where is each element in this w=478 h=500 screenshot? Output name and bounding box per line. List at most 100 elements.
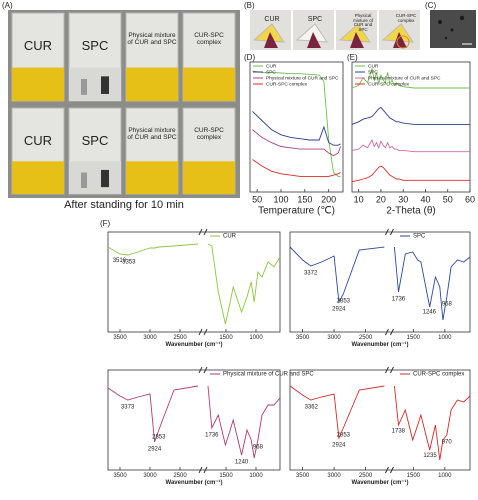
x-axis-label: Temperature (℃) [258,206,335,217]
peak-label: 3510 [113,258,127,264]
legend-label: CUR-SPC complex [413,372,464,378]
x-tick-label: 3000 [327,335,341,341]
vial-label: CUR [23,133,53,148]
sample-holder [350,32,364,48]
x-tick-label: 2500 [359,335,373,341]
series-line [107,243,281,325]
peak-label: 970 [442,440,453,446]
vial-liquid [126,161,178,194]
x-tick-label: 3500 [113,473,127,479]
x-tick-label: 40 [420,194,430,204]
legend-label: Physical mixture of CUR and SPC [368,75,441,81]
x-axis-label: Wavenumber (cm⁻¹) [352,479,409,486]
vial-label: SPC [81,38,109,53]
series-line [252,159,341,177]
panel-label: (B) [244,1,255,10]
x-tick-label: 1500 [219,473,233,479]
legend-label: CUR [223,234,237,240]
vial-label: SPC [81,133,109,148]
legend-label: SPC [266,69,276,75]
x-tick-label: 3000 [143,335,157,341]
x-tick-label: 200 [321,194,336,204]
peak-label: 1736 [392,297,406,303]
x-tick-label: 1500 [407,473,421,479]
vial-liquid [183,161,235,194]
particle [459,15,465,21]
peak-label: 2924 [332,443,346,449]
x-tick-label: 2500 [173,473,187,479]
peak-label: 1738 [392,428,406,434]
particle [444,36,448,40]
vial-label: CUR-SPC complex [194,32,224,46]
x-axis-label: 2-Theta (θ) [386,206,435,217]
stir-bar [101,76,109,94]
series-line [252,111,341,146]
series-line [351,165,470,183]
x-tick-label: 60 [465,194,475,204]
particle [438,20,442,24]
series-line [252,70,341,177]
peak-label: 1235 [423,453,437,459]
legend-label: CUR [368,63,379,69]
vial-liquid [183,67,235,101]
peak-label: 3362 [305,404,319,410]
vial-liquid [69,161,121,194]
series-line [351,68,470,89]
x-tick-label: 1500 [219,335,233,341]
panel-label: (A) [2,1,13,10]
x-tick-label: 100 [273,194,288,204]
x-tick-label: 3500 [113,335,127,341]
plot-frame [107,231,281,333]
peak-label: 968 [253,445,264,451]
stir-bar [81,172,87,188]
x-tick-label: 1500 [407,335,421,341]
series-line [252,129,342,157]
legend-label: SPC [413,234,426,240]
peak-label: 2853 [337,433,351,439]
peak-label: 3353 [122,259,136,265]
x-tick-label: 30 [398,194,408,204]
plot-frame [249,61,344,193]
panel-label: (E) [347,53,358,62]
x-tick-label: 3500 [296,473,310,479]
sample-label: CUR-SPC complex [395,13,417,23]
legend-label: SPC [368,69,378,75]
vial-label: Physical mixture of CUR and SPC [127,127,177,141]
x-tick-label: 3500 [296,335,310,341]
sample-label: SPC [307,16,323,23]
x-tick-label: 3000 [143,473,157,479]
peak-label: 1246 [423,310,437,316]
particle [450,28,454,32]
peak-label: 2853 [337,299,351,305]
plot-frame [289,369,471,471]
x-tick-label: 50 [252,194,262,204]
peak-label: 3373 [121,404,135,410]
x-axis-label: Wavenumber (cm⁻¹) [166,341,223,348]
vial-liquid [126,67,178,101]
x-axis-label: Wavenumber (cm⁻¹) [352,341,409,348]
plot-frame [289,231,471,333]
vial-liquid [12,67,64,101]
x-tick-label: 50 [443,194,453,204]
vial-label: CUR-SPC complex [194,127,224,141]
plot-frame [351,61,471,193]
sample-label: Physical mixture of CUR and SPC [353,13,373,33]
panel-label: (D) [244,53,255,62]
peak-label: 2853 [152,435,166,441]
sample-holder [393,32,407,48]
legend-label: CUR-SPC complex [266,81,308,87]
peak-label: 3372 [304,270,318,276]
vial-label: Physical mixture of CUR and SPC [127,32,177,46]
x-tick-label: 1000 [249,473,263,479]
series-line [351,106,470,125]
panel-label: (F) [100,219,111,228]
peak-label: 968 [442,302,453,308]
vial-label: CUR [23,38,53,53]
sample-label: CUR [264,16,280,23]
vial-liquid [69,67,121,101]
sample-holder [307,32,321,48]
photo-caption: After standing for 10 min [64,199,184,211]
legend-label: CUR [266,63,277,69]
